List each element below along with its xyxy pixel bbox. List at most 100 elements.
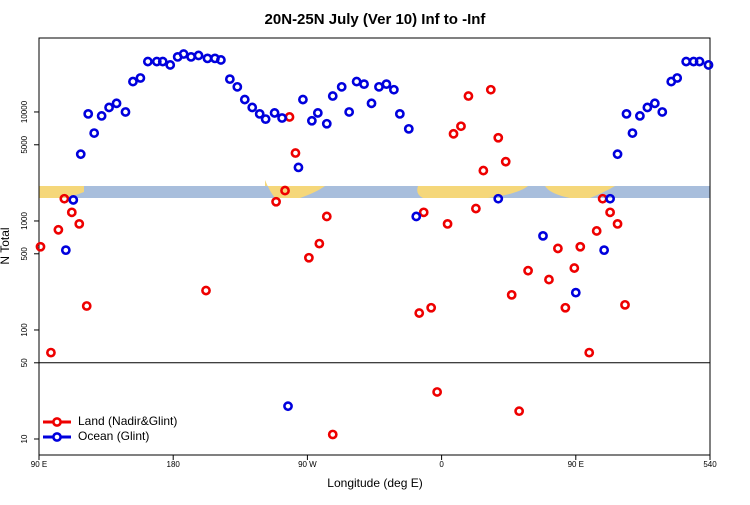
plot-frame xyxy=(38,37,711,456)
x-tick-label: 90 E xyxy=(31,460,47,469)
point xyxy=(83,108,94,119)
point xyxy=(418,207,429,218)
point xyxy=(46,347,56,358)
point xyxy=(81,301,92,311)
point xyxy=(135,73,146,83)
point xyxy=(201,285,211,296)
point xyxy=(506,289,517,300)
point xyxy=(59,193,70,204)
point xyxy=(104,102,114,113)
point xyxy=(672,73,683,83)
point xyxy=(96,111,107,121)
point xyxy=(359,79,369,90)
point xyxy=(321,211,332,222)
point xyxy=(271,196,281,207)
x-tick-label: 90 E xyxy=(568,460,584,469)
point xyxy=(657,107,668,117)
x-tick-label: 540 xyxy=(703,460,717,469)
point xyxy=(612,149,623,160)
x-tick-label: 90 W xyxy=(298,460,317,469)
point xyxy=(627,128,638,138)
point xyxy=(193,50,204,61)
ocean-strip xyxy=(39,186,710,198)
point xyxy=(239,94,250,105)
point xyxy=(394,108,405,119)
point xyxy=(612,219,623,229)
point xyxy=(569,263,580,273)
point xyxy=(381,79,392,90)
y-tick-label: 10 xyxy=(20,434,29,443)
point xyxy=(703,60,714,70)
point xyxy=(599,245,610,256)
x-tick-label: 180 xyxy=(167,460,181,469)
point xyxy=(485,84,496,95)
point xyxy=(694,56,705,67)
point xyxy=(224,74,235,85)
point xyxy=(635,111,645,121)
legend-marker xyxy=(52,417,62,427)
y-tick-label: 1000 xyxy=(20,212,29,230)
point xyxy=(553,243,563,254)
point xyxy=(53,224,64,235)
point xyxy=(232,81,243,92)
point xyxy=(426,302,437,313)
point xyxy=(584,347,595,358)
point xyxy=(493,132,504,143)
point xyxy=(570,287,581,298)
series xyxy=(35,84,630,440)
point xyxy=(605,207,615,218)
point xyxy=(620,299,630,310)
point xyxy=(538,230,548,241)
point xyxy=(89,128,100,138)
legend-label: Ocean (Glint) xyxy=(78,429,149,443)
point xyxy=(575,241,586,252)
point xyxy=(280,185,290,196)
point xyxy=(432,387,443,397)
point xyxy=(478,165,489,176)
y-tick-label: 500 xyxy=(20,247,29,261)
y-axis-label: N Total xyxy=(0,227,12,264)
point xyxy=(544,274,554,285)
point xyxy=(456,121,466,132)
point xyxy=(35,241,46,252)
point xyxy=(388,84,399,95)
point xyxy=(366,98,377,109)
point xyxy=(514,406,525,417)
point xyxy=(314,238,325,249)
point xyxy=(216,55,226,65)
point xyxy=(306,115,317,126)
point xyxy=(75,149,86,160)
point xyxy=(303,252,314,263)
point xyxy=(470,203,481,214)
point xyxy=(68,195,79,205)
point xyxy=(74,219,85,229)
land-strip xyxy=(39,180,615,198)
point xyxy=(247,102,258,113)
point xyxy=(277,113,287,123)
point xyxy=(293,162,304,173)
point xyxy=(605,193,615,204)
point xyxy=(142,56,153,67)
point xyxy=(414,308,425,318)
point xyxy=(66,207,77,218)
point xyxy=(327,91,338,101)
x-axis-label: Longitude (deg E) xyxy=(327,476,422,490)
series xyxy=(60,49,714,412)
point xyxy=(642,102,653,113)
point xyxy=(254,108,265,119)
point xyxy=(60,245,71,256)
point xyxy=(290,148,301,158)
point xyxy=(327,429,338,440)
legend-label: Land (Nadir&Glint) xyxy=(78,414,177,428)
y-tick-label: 50 xyxy=(20,358,29,367)
point xyxy=(283,401,293,412)
point xyxy=(523,265,533,276)
x-tick-label: 0 xyxy=(439,460,444,469)
point xyxy=(344,107,355,117)
y-tick-label: 10000 xyxy=(20,100,29,123)
point xyxy=(442,219,453,229)
legend-marker xyxy=(52,432,62,442)
y-tick-label: 5000 xyxy=(20,135,29,153)
